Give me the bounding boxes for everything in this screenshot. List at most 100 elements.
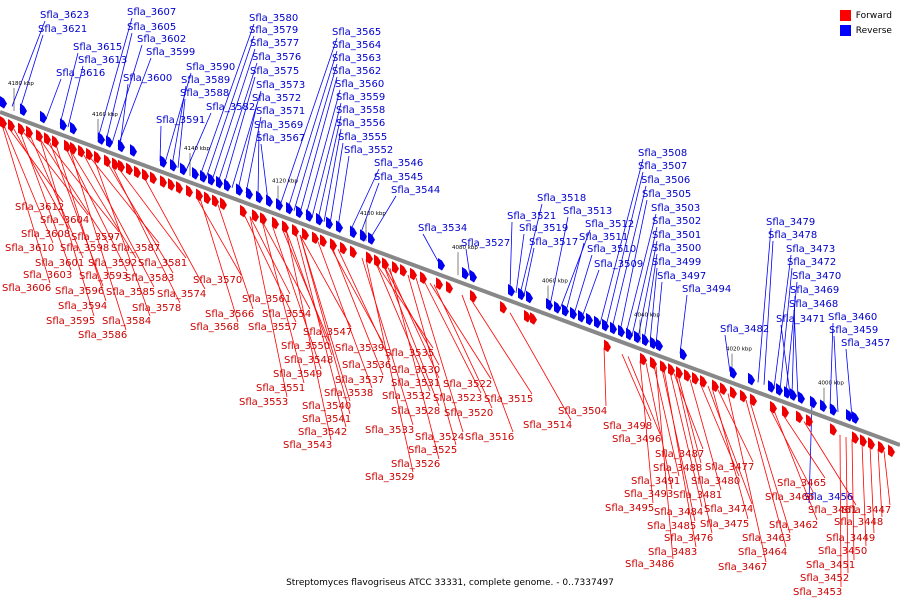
forward-gene-label: Sfla_3448 [834, 517, 883, 528]
forward-gene-label: Sfla_3447 [842, 505, 891, 516]
forward-gene-arrow [176, 181, 183, 194]
axis-tick-label: 4020 kbp [726, 347, 752, 353]
reverse-gene-label: Sfla_3470 [792, 271, 841, 282]
forward-gene-arrow [134, 165, 141, 179]
forward-gene-arrow [436, 277, 443, 290]
forward-gene-label: Sfla_3596 [55, 286, 104, 297]
reverse-gene-arrow [326, 216, 333, 230]
reverse-gene-label: Sfla_3552 [344, 145, 393, 156]
forward-gene-arrow [312, 231, 319, 245]
caption: Streptomyces flavogriseus ATCC 33331, co… [286, 578, 614, 588]
forward-gene-arrow [104, 154, 111, 168]
reverse-gene-label: Sfla_3582 [206, 102, 255, 113]
reverse-gene-arrow [730, 366, 737, 379]
forward-gene-label: Sfla_3465 [777, 478, 826, 489]
forward-gene-label: Sfla_3584 [102, 316, 151, 327]
reverse-gene-label: Sfla_3558 [336, 105, 385, 116]
reverse-gene-label: Sfla_3501 [652, 230, 701, 241]
forward-gene-label: Sfla_3480 [691, 476, 740, 487]
reverse-gene-label: Sfla_3527 [461, 238, 510, 249]
forward-gene-label: Sfla_3514 [523, 420, 572, 431]
reverse-gene-arrow [462, 266, 469, 280]
genome-axis [0, 110, 900, 447]
forward-gene-arrow [366, 251, 373, 265]
reverse-gene-label: Sfla_3623 [40, 10, 89, 21]
axis-ticks: 4180 kbp 4160 kbp 4140 kbp 4120 kbp 4100 kbp… [8, 81, 844, 411]
reverse-gene-label: Sfla_3478 [768, 230, 817, 241]
reverse-gene-arrow [118, 139, 125, 153]
axis-tick-label: 4080 kbp [452, 245, 478, 251]
forward-gene-arrow [420, 271, 427, 284]
forward-gene-arrow [830, 423, 837, 436]
forward-gene-arrow [142, 168, 149, 182]
forward-gene-arrow [70, 141, 77, 155]
reverse-gene-label: Sfla_3472 [787, 257, 836, 268]
forward-gene-label: Sfla_3452 [800, 573, 849, 584]
forward-gene-arrow [94, 150, 101, 164]
forward-gene-label: Sfla_3597 [71, 232, 120, 243]
forward-gene-arrow [860, 434, 867, 447]
reverse-gene-label: Sfla_3507 [638, 161, 687, 172]
reverse-gene-arrow [570, 306, 577, 320]
reverse-gene-label: Sfla_3513 [563, 206, 612, 217]
forward-gene-label: Sfla_3463 [742, 533, 791, 544]
forward-gene-label: Sfla_3561 [242, 294, 291, 305]
reverse-gene-arrow [236, 183, 243, 196]
reverse-gene-label: Sfla_3534 [418, 223, 467, 234]
reverse-gene-label: Sfla_3512 [585, 219, 634, 230]
forward-gene-arrow [260, 212, 267, 225]
reverse-gene-arrow [40, 110, 47, 124]
forward-gene-label: Sfla_3578 [132, 303, 181, 314]
forward-gene-label: Sfla_3593 [79, 271, 128, 282]
reverse-gene-arrow [0, 96, 7, 109]
forward-gene-label: Sfla_3449 [826, 533, 875, 544]
forward-gene-arrow [186, 184, 193, 198]
forward-swatch [839, 10, 851, 21]
reverse-gene-arrow [846, 409, 853, 422]
forward-gene-label: Sfla_3488 [653, 463, 702, 474]
forward-gene-arrow [112, 157, 119, 171]
reverse-gene-arrow [306, 209, 313, 222]
forward-gene-arrow [878, 440, 885, 454]
reverse-gene-arrow [526, 290, 533, 304]
reverse-gene-arrow [438, 258, 445, 271]
reverse-gene-arrow [246, 187, 253, 200]
forward-gene-arrow [118, 159, 125, 173]
reverse-gene-arrow [336, 220, 343, 233]
reverse-gene-arrow [626, 327, 633, 341]
reverse-gene-label: Sfla_3573 [256, 80, 305, 91]
reverse-gene-arrow [650, 336, 657, 350]
forward-gene-label: Sfla_3532 [382, 391, 431, 402]
leader-lines [1, 17, 891, 588]
axis-tick-label: 4160 kbp [92, 112, 118, 118]
reverse-gene-label: Sfla_3546 [374, 158, 423, 169]
reverse-gene-label: Sfla_3599 [146, 47, 195, 58]
forward-gene-label: Sfla_3543 [283, 440, 332, 451]
axis-tick-label: 4120 kbp [272, 179, 298, 185]
axis-tick-label: 4140 kbp [184, 146, 210, 152]
forward-gene-label: Sfla_3553 [239, 397, 288, 408]
forward-gene-label: Sfla_3483 [648, 547, 697, 558]
forward-gene-arrow [400, 264, 407, 277]
reverse-gene-label: Sfla_3579 [249, 25, 298, 36]
forward-gene-arrow [320, 234, 327, 247]
forward-gene-arrow [350, 245, 357, 259]
reverse-gene-arrow [784, 386, 791, 399]
forward-gene-label: Sfla_3585 [106, 287, 155, 298]
reverse-gene-label: Sfla_3494 [682, 284, 731, 295]
forward-gene-label: Sfla_3549 [273, 369, 322, 380]
reverse-gene-arrow [680, 347, 687, 361]
forward-gene-label: Sfla_3557 [248, 322, 297, 333]
forward-gene-arrow [252, 209, 259, 222]
forward-gene-label: Sfla_3453 [793, 587, 842, 598]
forward-gene-label: Sfla_3464 [738, 547, 787, 558]
forward-gene-label: Sfla_3606 [2, 283, 51, 294]
reverse-gene-arrow [578, 309, 585, 323]
reverse-gene-label: Sfla_3607 [127, 7, 176, 18]
forward-gene-label: Sfla_3539 [335, 343, 384, 354]
reverse-gene-arrow [508, 283, 515, 297]
reverse-gene-arrow [852, 411, 859, 424]
reverse-gene-label: Sfla_3591 [156, 115, 205, 126]
reverse-gene-label: Sfla_3616 [56, 68, 105, 79]
reverse-gene-label: Sfla_3506 [641, 175, 690, 186]
